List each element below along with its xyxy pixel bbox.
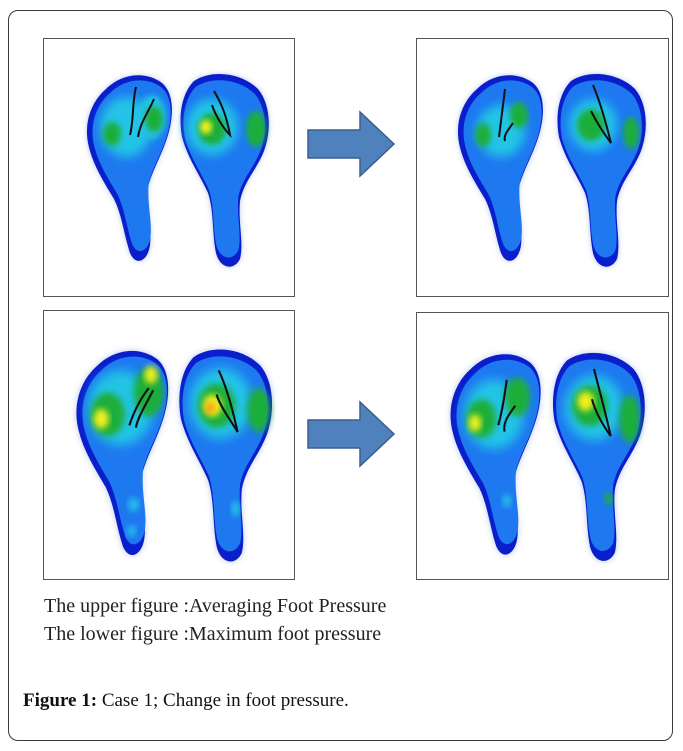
pressure-map-maximum-after	[450, 352, 645, 561]
figure-frame	[8, 10, 673, 741]
panel-averaging-pressure-before	[43, 38, 295, 297]
panel-maximum-pressure-before	[43, 310, 295, 580]
pressure-map-averaging-before	[86, 74, 269, 267]
panel-averaging-pressure-after	[416, 38, 669, 297]
figure-caption-text: Case 1; Change in foot pressure.	[97, 690, 349, 711]
pressure-map-maximum-before	[76, 349, 273, 562]
figure-label: Figure 1:	[23, 690, 98, 711]
right-arrow-icon	[307, 110, 396, 178]
pressure-map-averaging-after	[457, 74, 646, 267]
caption-lower-figure: The lower figure :Maximum foot pressure	[44, 623, 382, 645]
panel-maximum-pressure-after	[416, 312, 669, 580]
caption-upper-figure: The upper figure :Averaging Foot Pressur…	[44, 595, 387, 617]
right-arrow-icon	[307, 400, 396, 468]
figure-caption: Figure 1: Case 1; Change in foot pressur…	[23, 690, 349, 712]
